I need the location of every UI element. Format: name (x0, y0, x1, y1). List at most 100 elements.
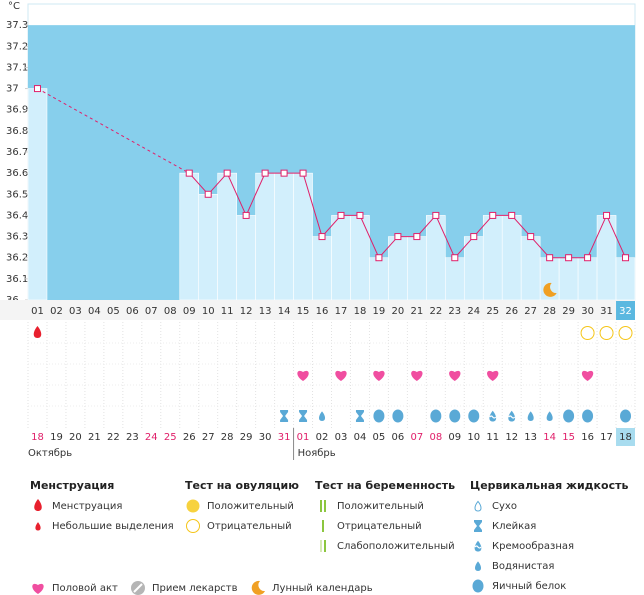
date-label: 07 (410, 432, 423, 443)
temperature-column (520, 236, 541, 301)
day-label: 11 (221, 306, 234, 317)
day-label: 08 (164, 306, 177, 317)
month-label: Октябрь (28, 448, 72, 459)
temperature-point (394, 233, 402, 241)
date-label: 06 (392, 432, 405, 443)
drop-icon (474, 500, 482, 512)
y-tick-label: 37.3 (6, 20, 28, 31)
temperature-point (603, 211, 611, 219)
temperature-column (482, 215, 503, 301)
ovulation-test-marker (599, 326, 614, 340)
circle-icon (186, 499, 200, 513)
temperature-point (337, 211, 345, 219)
cervical-fluid-marker (280, 410, 289, 422)
legend-icon (320, 500, 326, 512)
legend-label: Прием лекарств (152, 583, 238, 594)
day-label: 19 (373, 306, 386, 317)
bar-icon (320, 500, 322, 512)
temperature-point (299, 169, 307, 177)
temperature-column (274, 172, 294, 301)
moon-icon (251, 580, 265, 595)
date-label: 14 (543, 432, 556, 443)
date-label: 02 (316, 432, 329, 443)
day-label: 10 (202, 306, 215, 317)
drop-icon (373, 409, 385, 423)
legend-label: Отрицательный (207, 521, 292, 532)
temperature-column (596, 215, 617, 301)
current-date (616, 428, 635, 446)
temperature-point (489, 211, 497, 219)
y-tick-label: 36.1 (6, 274, 28, 285)
cervical-fluid-marker (355, 410, 364, 422)
temperature-point (204, 190, 212, 198)
date-label: 25 (164, 432, 177, 443)
legend-label: Менструация (52, 501, 122, 512)
tilde-icon (474, 545, 482, 549)
temperature-point (223, 169, 231, 177)
gap-connector (37, 88, 190, 174)
legend-icon (186, 519, 200, 533)
legend-icon (474, 500, 482, 512)
legend-label: Положительный (207, 501, 294, 512)
day-label: 29 (562, 306, 575, 317)
legend-header: Менструация (30, 479, 114, 492)
temperature-point (508, 211, 516, 219)
legend-icon (474, 540, 482, 552)
cervical-fluid-marker (582, 409, 594, 423)
month-label: Ноябрь (298, 448, 336, 459)
legend-icon (186, 499, 200, 513)
cervical-fluid-marker (392, 409, 404, 423)
temperature-point (33, 85, 41, 93)
temperature-point (470, 233, 478, 241)
heart-icon (373, 370, 385, 381)
legend-label: Лунный календарь (272, 583, 373, 594)
circle-icon (618, 326, 633, 340)
drop-icon (546, 411, 553, 421)
drop-icon (34, 499, 42, 511)
temperature-column (331, 215, 351, 301)
heart-icon (581, 370, 594, 381)
legend-icon (131, 581, 145, 595)
cervical-fluid-marker (508, 410, 516, 422)
date-label: 29 (240, 432, 253, 443)
hourglass-icon (355, 410, 364, 422)
legend-label: Отрицательный (337, 521, 422, 532)
legend-label: Сухо (492, 501, 517, 512)
date-label: 31 (278, 432, 291, 443)
legend-icon (472, 579, 484, 593)
date-label: 03 (335, 432, 348, 443)
y-tick-label: 36.3 (6, 232, 28, 243)
temperature-column (255, 172, 275, 301)
heart-icon (411, 370, 423, 381)
date-label: 27 (202, 432, 215, 443)
cervical-fluid-marker (563, 409, 575, 423)
temperature-column (293, 172, 313, 301)
bar-icon (324, 540, 326, 552)
date-label: 09 (448, 432, 461, 443)
date-label: 05 (373, 432, 386, 443)
day-label: 16 (316, 306, 329, 317)
date-label: 01 (297, 432, 310, 443)
date-label: 24 (145, 432, 158, 443)
temperature-point (280, 169, 288, 177)
day-label: 30 (581, 306, 594, 317)
heart-icon (335, 370, 347, 381)
temperature-column (27, 88, 48, 301)
lunar-marker (543, 282, 557, 297)
y-tick-label: 36.7 (6, 147, 28, 158)
day-label: 05 (107, 306, 120, 317)
circle-icon (599, 326, 614, 340)
legend-label: Яичный белок (492, 581, 566, 592)
legend-label: Небольшие выделения (52, 521, 174, 532)
date-label: 26 (183, 432, 196, 443)
temperature-column (179, 172, 200, 301)
cervical-fluid-marker (489, 410, 497, 422)
day-label: 02 (50, 306, 63, 317)
heart-icon (449, 370, 461, 381)
intercourse-marker (373, 370, 385, 381)
hourglass-icon (474, 520, 482, 532)
day-label: 18 (354, 306, 367, 317)
day-label: 17 (335, 306, 348, 317)
heart-icon (297, 370, 309, 381)
y-tick-label: 37 (6, 84, 19, 95)
